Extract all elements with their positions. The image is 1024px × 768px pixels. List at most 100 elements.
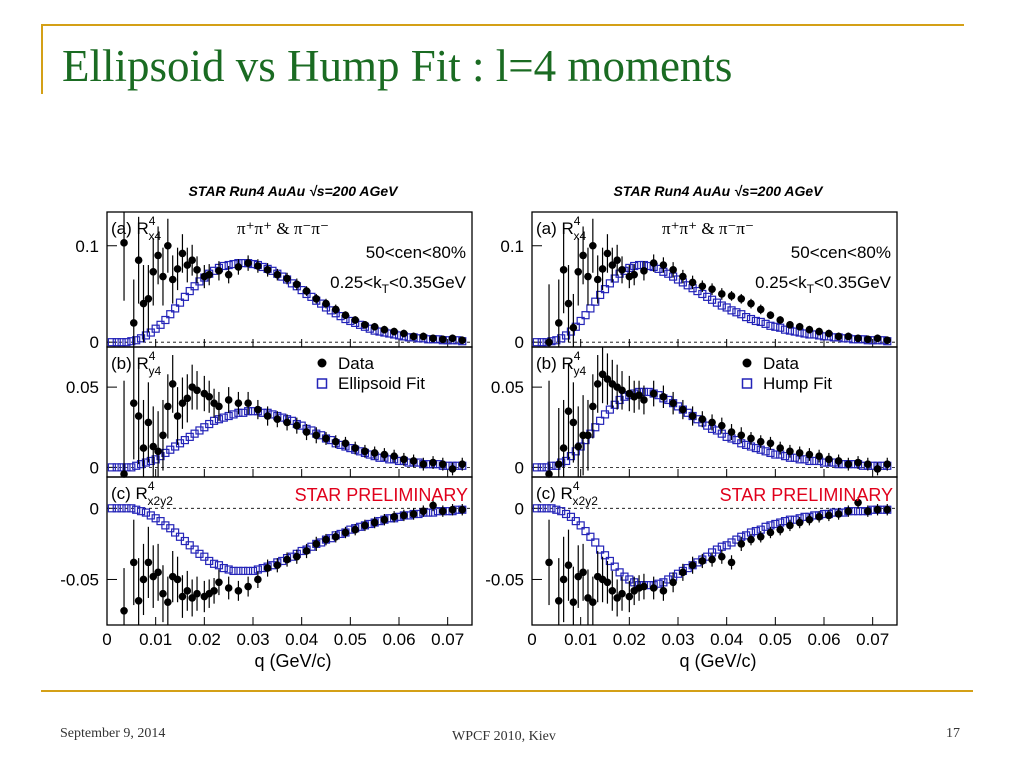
panel-label: (b) R4 y4 xyxy=(111,349,161,378)
data-point xyxy=(168,380,177,388)
fit-point xyxy=(185,541,194,550)
fit-point xyxy=(552,336,561,345)
data-point xyxy=(419,507,428,515)
data-point xyxy=(134,412,143,420)
fit-point xyxy=(234,566,243,576)
data-point xyxy=(640,267,648,275)
data-point xyxy=(805,325,814,334)
fit-point xyxy=(532,504,541,513)
fit-point xyxy=(761,522,770,531)
data-point xyxy=(322,299,330,308)
y-tick-label: 0 xyxy=(515,458,524,477)
panel-frame xyxy=(106,476,473,626)
data-point xyxy=(679,568,687,577)
data-point xyxy=(159,431,167,440)
data-point xyxy=(234,263,243,271)
panel-label-text: (b) R xyxy=(111,354,149,373)
data-point xyxy=(579,251,587,260)
data-point xyxy=(144,418,153,427)
data-point xyxy=(341,439,350,448)
fit-point xyxy=(800,455,809,464)
fit-point xyxy=(151,514,160,523)
fit-point xyxy=(195,549,204,558)
data-point xyxy=(698,282,707,291)
data-point xyxy=(708,418,716,427)
data-point xyxy=(659,261,668,269)
data-point xyxy=(776,316,784,324)
data-point xyxy=(708,555,716,564)
data-point xyxy=(458,460,467,468)
data-point xyxy=(649,389,658,398)
data-point xyxy=(603,375,612,383)
data-point xyxy=(737,294,746,303)
data-point xyxy=(215,578,223,587)
panel-a: 0 0.1 (a) R4 x4 π⁺π⁺ & π⁻π⁻ 50<cen<80% 0.25<kT… xyxy=(75,211,473,352)
x-tick-label: 0.05 xyxy=(334,630,367,649)
data-point xyxy=(659,587,668,595)
fit-point xyxy=(596,545,605,554)
data-point xyxy=(154,251,162,260)
fit-point xyxy=(596,290,605,300)
fit-point xyxy=(127,337,136,346)
fit-point xyxy=(586,532,595,541)
data-point xyxy=(234,399,243,407)
data-point xyxy=(559,575,568,584)
accent-bar-vertical xyxy=(41,24,43,94)
panel-label-sup: 4 xyxy=(149,214,156,228)
data-point xyxy=(589,402,597,411)
fit-point xyxy=(156,320,165,329)
fit-point xyxy=(112,504,121,513)
fit-point xyxy=(732,308,741,317)
data-point xyxy=(795,449,804,457)
data-point xyxy=(766,528,775,537)
legend-fit-label: Hump Fit xyxy=(763,374,832,393)
data-point xyxy=(144,294,153,303)
data-point xyxy=(193,589,201,598)
data-point xyxy=(173,575,182,584)
data-point xyxy=(215,267,223,275)
data-point xyxy=(727,428,736,436)
fit-point xyxy=(654,264,663,273)
fit-point xyxy=(219,563,228,573)
data-point xyxy=(589,598,597,607)
data-point xyxy=(254,405,262,414)
fit-point xyxy=(566,452,576,461)
fit-point xyxy=(620,572,629,581)
panel-label-text: (a) R xyxy=(111,219,149,238)
data-point xyxy=(747,535,755,544)
data-point xyxy=(361,321,369,329)
fit-point xyxy=(156,517,165,526)
data-point xyxy=(429,501,437,510)
data-point xyxy=(149,442,158,451)
data-point xyxy=(618,386,626,395)
panel-label-text: (c) R xyxy=(536,484,573,503)
panel-label-sub: x4 xyxy=(148,229,161,243)
y-tick-label: -0.05 xyxy=(485,570,524,589)
data-point xyxy=(815,452,823,460)
data-point xyxy=(341,311,350,319)
fit-point xyxy=(737,310,746,319)
fit-point xyxy=(542,463,551,472)
panel-frame xyxy=(531,346,898,478)
data-point xyxy=(776,444,784,452)
fit-point xyxy=(122,338,131,347)
y-tick-label: 0.1 xyxy=(500,237,524,256)
data-point xyxy=(613,256,621,265)
fit-point xyxy=(664,269,673,278)
fit-point xyxy=(717,301,726,310)
panel-label-sub: x2y2 xyxy=(148,494,174,508)
kt-label-text: <0.35GeV xyxy=(389,273,467,292)
data-point xyxy=(302,547,311,555)
fit-point xyxy=(790,327,799,336)
data-point xyxy=(873,465,882,473)
legend-fit-marker xyxy=(316,378,328,389)
fit-point xyxy=(146,456,155,466)
data-point xyxy=(554,597,563,605)
data-point xyxy=(564,299,573,308)
data-point xyxy=(873,505,882,514)
panel-frame xyxy=(106,346,473,478)
fit-point xyxy=(141,331,151,340)
fit-point xyxy=(751,316,760,326)
fit-point xyxy=(244,566,253,576)
